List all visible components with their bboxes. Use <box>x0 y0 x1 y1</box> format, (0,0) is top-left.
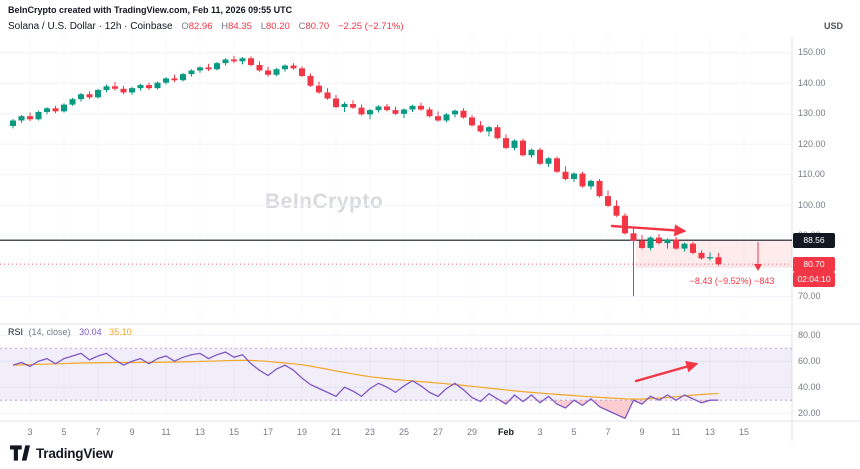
rsi-indicator-name[interactable]: RSI <box>8 327 24 337</box>
candlestick-series <box>10 55 722 297</box>
rsi-legend: RSI (14, close) 30.04 35.10 <box>8 327 132 337</box>
time-tick-label: 27 <box>432 427 444 437</box>
ohlc-open-value: 82.96 <box>188 21 213 32</box>
symbol-legend: Solana / U.S. Dollar · 12h · Coinbase O8… <box>8 21 404 32</box>
time-tick-label: 17 <box>262 427 274 437</box>
support-price-tag: 88.56 <box>793 232 835 248</box>
ohlc-low-value: 80.20 <box>266 21 290 32</box>
rsi-value: 30.04 <box>79 327 102 337</box>
time-tick-label: Feb <box>497 427 515 437</box>
tradingview-wordmark: TradingView <box>36 445 114 461</box>
last-price-tag: 80.70 <box>793 256 835 272</box>
time-tick-label: 11 <box>161 427 171 437</box>
time-tick-label: 5 <box>571 427 577 437</box>
rsi-arrow[interactable] <box>634 360 699 383</box>
ohlc-open: O82.96 <box>181 21 212 32</box>
time-tick-label: 9 <box>129 427 135 437</box>
trend-arrow[interactable] <box>610 224 687 237</box>
time-tick-label: 19 <box>296 427 308 437</box>
rsi-line <box>12 351 719 420</box>
attribution-text: BeInCrypto created with TradingView.com,… <box>8 5 293 15</box>
currency-label: USD <box>824 21 844 31</box>
ohlc-low: L80.20 <box>261 21 290 32</box>
time-tick-label: 13 <box>194 427 206 437</box>
candle-countdown-tag: 02:04:10 <box>793 272 835 288</box>
measure-arrow[interactable] <box>754 242 762 271</box>
time-tick-label: 21 <box>330 427 342 437</box>
ohlc-close-value: 80.70 <box>305 21 330 32</box>
time-tick-label: 15 <box>738 427 750 437</box>
time-tick-label: 29 <box>466 427 478 437</box>
time-tick-label: 7 <box>605 427 611 437</box>
time-tick-label: 25 <box>398 427 410 437</box>
ohlc-high-label: H <box>221 21 229 32</box>
time-tick-label: 3 <box>27 427 33 437</box>
ohlc-low-label: L <box>260 21 266 32</box>
tradingview-logo[interactable]: TradingView <box>10 445 113 461</box>
watermark: BeInCrypto <box>265 190 384 213</box>
rsi-ma-value: 35.10 <box>109 327 132 337</box>
time-tick-label: 23 <box>364 427 376 437</box>
time-tick-label: 5 <box>61 427 67 437</box>
tradingview-logo-icon <box>10 445 30 461</box>
ohlc-high: H84.35 <box>221 21 252 32</box>
symbol-title[interactable]: Solana / U.S. Dollar · 12h · Coinbase <box>8 21 173 32</box>
ohlc-change: −2.25 (−2.71%) <box>338 21 404 32</box>
ohlc-high-value: 84.35 <box>228 21 252 32</box>
time-tick-label: 11 <box>671 427 681 437</box>
ohlc-close-label: C <box>298 21 306 32</box>
time-axis[interactable]: 3 5 7 9 11 13 15 17 19 21 23 25 27 29 Feb 3 5 7 9 11 13 15 <box>0 427 792 441</box>
rsi-indicator-params: (14, close) <box>28 327 71 337</box>
measure-label: −8.43 (−9.52%) −843 <box>689 276 775 286</box>
time-tick-label: 3 <box>537 427 543 437</box>
time-tick-label: 13 <box>704 427 716 437</box>
time-tick-label: 9 <box>639 427 645 437</box>
measured-zone <box>636 240 792 268</box>
ohlc-open-label: O <box>181 21 189 32</box>
time-tick-label: 7 <box>95 427 101 437</box>
ohlc-close: C80.70 <box>299 21 330 32</box>
time-tick-label: 15 <box>228 427 240 437</box>
pane-separators <box>0 36 860 441</box>
